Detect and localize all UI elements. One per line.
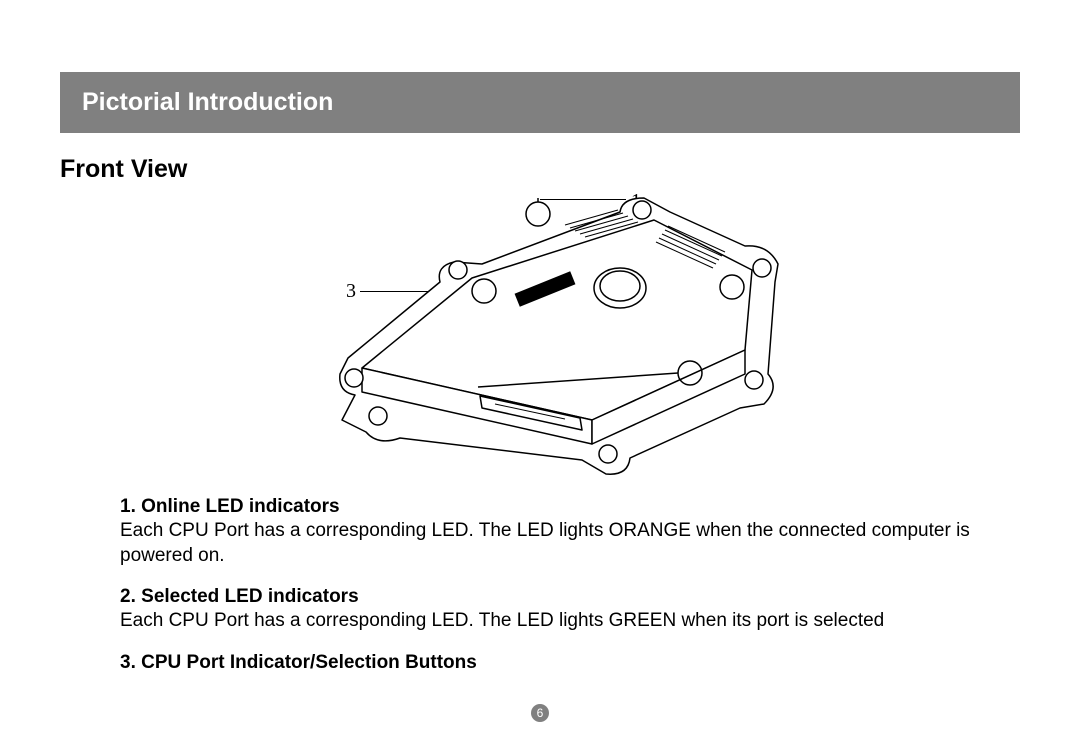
- desc-title-text: CPU Port Indicator/Selection Buttons: [141, 652, 477, 673]
- subtitle: Front View: [60, 155, 1020, 184]
- section-header-bar: Pictorial Introduction: [60, 72, 1020, 133]
- device-diagram: [270, 190, 810, 485]
- description-item: 1. Online LED indicators Each CPU Port h…: [120, 496, 980, 568]
- description-item: 3. CPU Port Indicator/Selection Buttons: [120, 652, 980, 674]
- desc-num: 1.: [120, 496, 136, 517]
- desc-num: 3.: [120, 652, 136, 673]
- desc-title-text: Online LED indicators: [141, 496, 339, 517]
- page-number-badge: 6: [531, 704, 549, 722]
- page-number: 6: [537, 706, 544, 720]
- desc-body: Each CPU Port has a corresponding LED. T…: [120, 519, 980, 568]
- section-title: Pictorial Introduction: [82, 88, 998, 117]
- desc-num: 2.: [120, 586, 136, 607]
- description-item: 2. Selected LED indicators Each CPU Port…: [120, 586, 980, 634]
- desc-body: Each CPU Port has a corresponding LED. T…: [120, 609, 980, 634]
- descriptions: 1. Online LED indicators Each CPU Port h…: [60, 496, 1020, 674]
- desc-title-text: Selected LED indicators: [141, 586, 359, 607]
- diagram-area: 1 3 2: [60, 190, 1020, 490]
